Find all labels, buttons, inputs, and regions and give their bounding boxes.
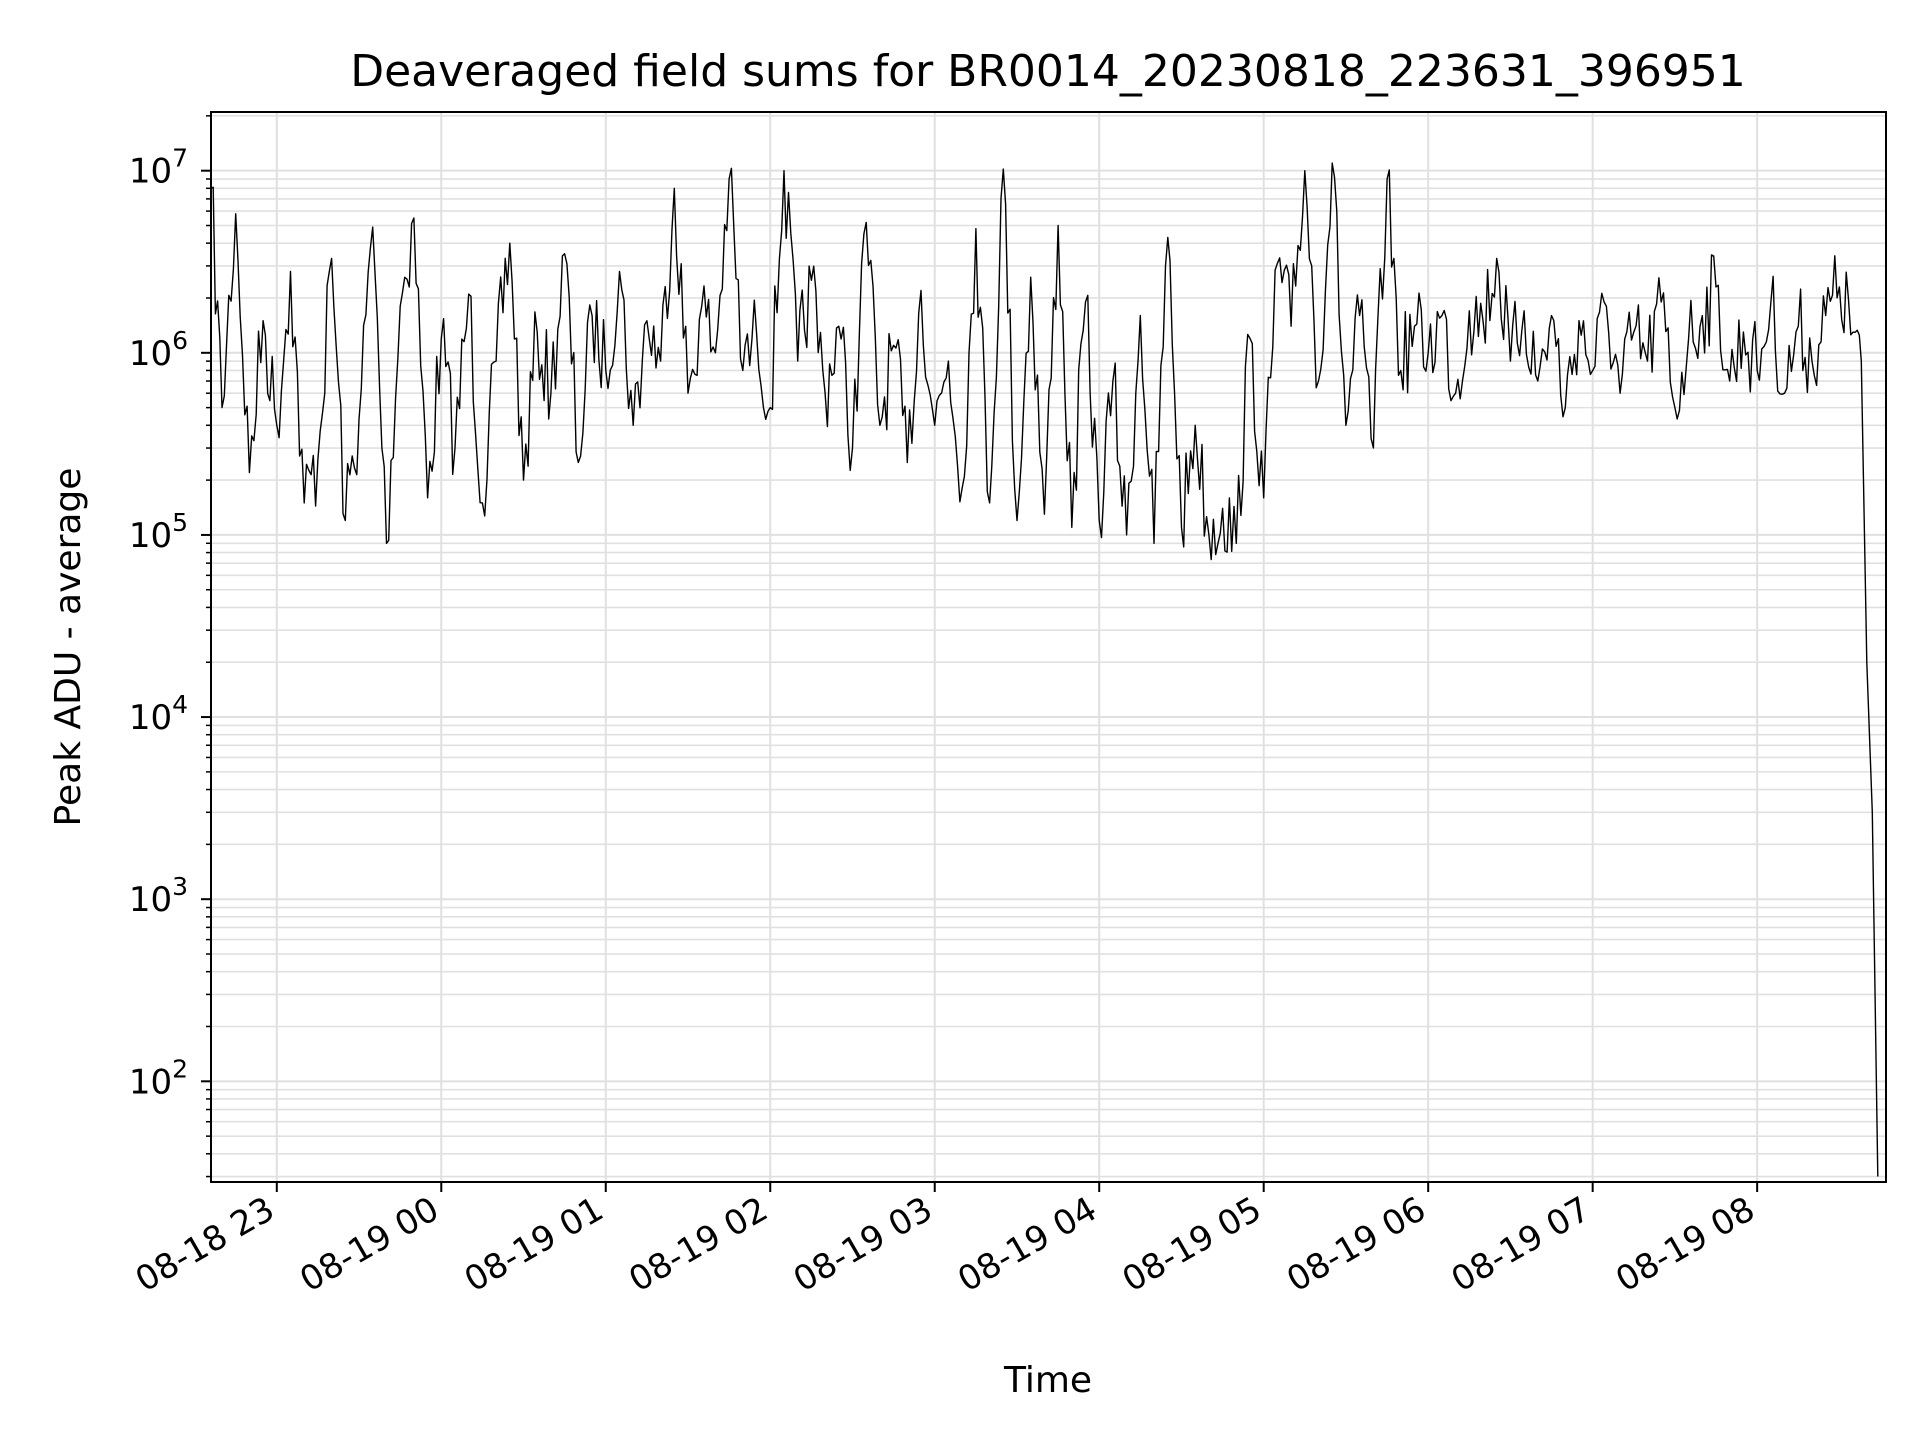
series-line bbox=[210, 162, 1879, 1177]
y-tick-label: 107 bbox=[129, 144, 188, 192]
x-axis-label: Time bbox=[1003, 1360, 1092, 1401]
plot-frame bbox=[210, 111, 1887, 1183]
y-tick-label: 104 bbox=[129, 690, 188, 738]
grid bbox=[211, 112, 1886, 1182]
y-tick-label: 105 bbox=[129, 508, 188, 556]
y-tick-label: 103 bbox=[129, 872, 188, 920]
y-tick-label: 106 bbox=[129, 326, 188, 374]
y-axis-label: Peak ADU - average bbox=[48, 468, 89, 827]
y-tick-label: 102 bbox=[129, 1054, 188, 1102]
chart-title: Deaveraged field sums for BR0014_2023081… bbox=[350, 46, 1746, 97]
